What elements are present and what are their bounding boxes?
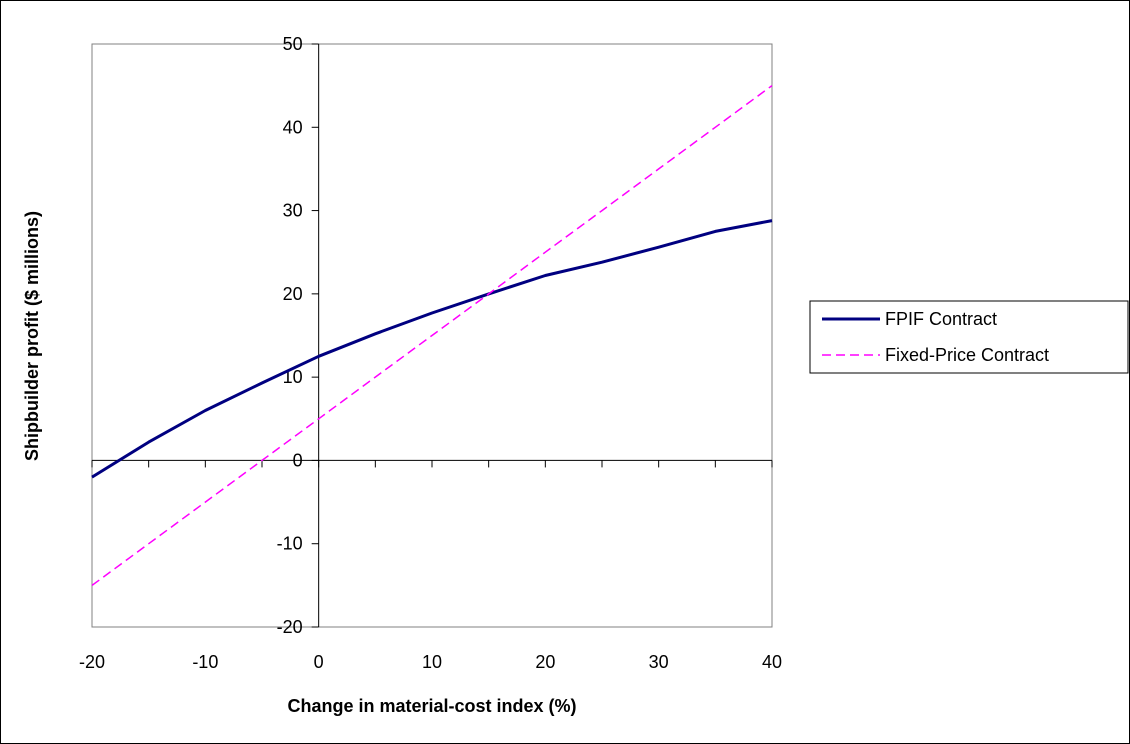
y-tick-label: 0 [293,450,303,470]
x-tick-label: 40 [762,652,782,672]
legend-label-1: FPIF Contract [885,309,997,329]
x-tick-label: 20 [535,652,555,672]
x-tick-label: 0 [314,652,324,672]
x-axis-title: Change in material-cost index (%) [287,696,576,716]
legend-label-2: Fixed-Price Contract [885,345,1049,365]
legend-box [809,300,1129,374]
x-tick-label: 30 [649,652,669,672]
y-tick-label: -20 [277,617,303,637]
x-tick-label: -20 [79,652,105,672]
series-line-2 [91,84,773,587]
y-tick-label: 50 [283,34,303,54]
y-tick-label: 20 [283,284,303,304]
y-tick-label: -10 [277,534,303,554]
x-tick-label: -10 [192,652,218,672]
y-axis-title: Shipbuilder profit ($ millions) [22,211,42,461]
y-tick-label: 30 [283,201,303,221]
series-line-1 [91,219,773,479]
x-tick-label: 10 [422,652,442,672]
legend: FPIF Contract Fixed-Price Contract [809,300,1129,374]
y-tick-label: 40 [283,117,303,137]
